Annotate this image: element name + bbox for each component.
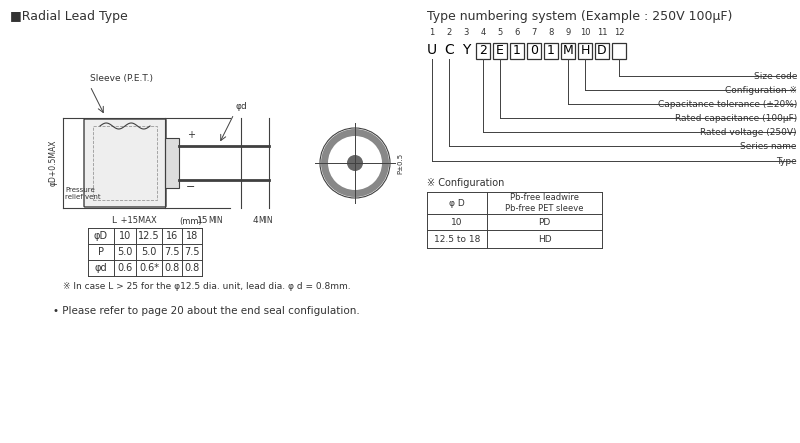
Text: L: L — [111, 216, 117, 225]
FancyBboxPatch shape — [84, 119, 166, 207]
Text: Rated voltage (250V): Rated voltage (250V) — [701, 128, 797, 136]
Bar — [527, 43, 541, 59]
Bar — [561, 43, 575, 59]
Text: 7.5: 7.5 — [164, 247, 180, 257]
Text: 5: 5 — [498, 28, 502, 37]
Text: φ D: φ D — [449, 198, 465, 207]
Text: Sleeve (P.E.T.): Sleeve (P.E.T.) — [90, 74, 153, 83]
Text: Series name: Series name — [741, 141, 797, 151]
Text: φD+0.5MAX: φD+0.5MAX — [49, 140, 58, 186]
Text: 0.6*: 0.6* — [139, 263, 159, 273]
Text: Type: Type — [776, 156, 797, 166]
Bar — [510, 43, 524, 59]
Text: 1: 1 — [430, 28, 434, 37]
Text: Configuration ※: Configuration ※ — [725, 85, 797, 94]
Text: E: E — [496, 43, 504, 57]
Text: M: M — [562, 43, 574, 57]
Text: 6: 6 — [514, 28, 520, 37]
Text: φD: φD — [94, 231, 108, 241]
Text: 0.6: 0.6 — [118, 263, 133, 273]
Text: 5.0: 5.0 — [118, 247, 133, 257]
Text: 8: 8 — [548, 28, 554, 37]
Text: 1: 1 — [547, 43, 555, 57]
Text: 12: 12 — [614, 28, 624, 37]
Text: P: P — [98, 247, 104, 257]
Text: 16: 16 — [166, 231, 178, 241]
Text: 0: 0 — [530, 43, 538, 57]
Text: Pressure
relief vent: Pressure relief vent — [65, 187, 101, 200]
Text: 5.0: 5.0 — [142, 247, 157, 257]
Text: 3: 3 — [463, 28, 469, 37]
Text: 7.5: 7.5 — [184, 247, 200, 257]
Text: ※ Configuration: ※ Configuration — [427, 178, 504, 188]
Text: Rated capacitance (100μF): Rated capacitance (100μF) — [674, 113, 797, 123]
Bar — [544, 43, 558, 59]
Text: Capacitance tolerance (±20%): Capacitance tolerance (±20%) — [658, 100, 797, 109]
Text: Y: Y — [462, 43, 470, 57]
Text: 0.8: 0.8 — [164, 263, 180, 273]
Text: 9: 9 — [566, 28, 570, 37]
Text: 10: 10 — [580, 28, 590, 37]
Text: +: + — [187, 130, 195, 140]
Text: D: D — [597, 43, 607, 57]
Text: ※ In case L > 25 for the φ12.5 dia. unit, lead dia. φ d = 0.8mm.: ※ In case L > 25 for the φ12.5 dia. unit… — [63, 282, 350, 291]
Bar — [93, 126, 157, 200]
Text: 4: 4 — [480, 28, 486, 37]
Text: (mm): (mm) — [179, 217, 202, 226]
Text: PD: PD — [538, 218, 550, 226]
Text: ■Radial Lead Type: ■Radial Lead Type — [10, 10, 128, 23]
Text: Size code: Size code — [754, 71, 797, 81]
Text: U: U — [427, 43, 437, 57]
Bar — [476, 43, 490, 59]
Text: P±0.5: P±0.5 — [397, 152, 403, 174]
Text: C: C — [444, 43, 454, 57]
Text: Pb-free leadwire
Pb-free PET sleeve: Pb-free leadwire Pb-free PET sleeve — [506, 193, 584, 213]
Text: 12.5: 12.5 — [138, 231, 160, 241]
Text: φd: φd — [94, 263, 107, 273]
Text: 2: 2 — [479, 43, 487, 57]
Circle shape — [328, 136, 382, 190]
Text: • Please refer to page 20 about the end seal configulation.: • Please refer to page 20 about the end … — [53, 306, 360, 316]
Bar — [595, 43, 609, 59]
Circle shape — [321, 129, 389, 197]
Text: 1: 1 — [513, 43, 521, 57]
Text: Type numbering system (Example : 250V 100μF): Type numbering system (Example : 250V 10… — [427, 10, 732, 23]
Circle shape — [347, 155, 363, 171]
Bar — [578, 43, 592, 59]
Text: 2: 2 — [446, 28, 452, 37]
Text: H: H — [580, 43, 590, 57]
Text: MIN: MIN — [258, 216, 273, 225]
Text: 11: 11 — [597, 28, 607, 37]
Text: 18: 18 — [186, 231, 198, 241]
Bar — [165, 138, 179, 188]
Text: 12.5 to 18: 12.5 to 18 — [434, 234, 480, 244]
Text: HD: HD — [538, 234, 551, 244]
Bar — [612, 43, 626, 59]
Text: 15: 15 — [198, 216, 209, 225]
Text: MIN: MIN — [208, 216, 222, 225]
Text: φd: φd — [236, 102, 248, 111]
Text: −: − — [186, 182, 196, 192]
Bar — [493, 43, 507, 59]
Text: 10: 10 — [451, 218, 462, 226]
Text: +15MAX: +15MAX — [118, 216, 157, 225]
Text: 10: 10 — [119, 231, 131, 241]
Text: 4: 4 — [252, 216, 258, 225]
Text: 0.8: 0.8 — [184, 263, 200, 273]
Text: 7: 7 — [531, 28, 537, 37]
